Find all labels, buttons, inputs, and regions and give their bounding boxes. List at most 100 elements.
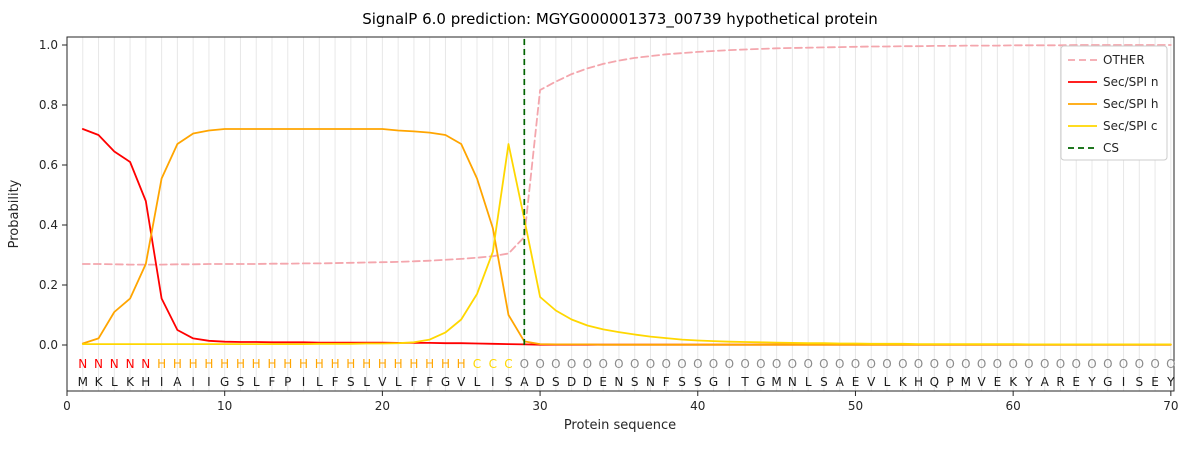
y-tick-label: 0.2 xyxy=(39,278,58,292)
region-letter: O xyxy=(551,357,560,371)
residue-letter: N xyxy=(614,375,623,389)
region-letter: O xyxy=(788,357,797,371)
residue-letter: S xyxy=(1135,375,1143,389)
region-letter: O xyxy=(1040,357,1049,371)
residue-letter: F xyxy=(269,375,276,389)
residue-letter: H xyxy=(141,375,150,389)
residue-letter: S xyxy=(237,375,245,389)
plot-frame xyxy=(66,36,1175,392)
region-letter: H xyxy=(441,357,450,371)
residue-letter: G xyxy=(756,375,765,389)
region-letter: O xyxy=(630,357,639,371)
y-axis-ticks: 0.0 0.2 0.4 0.6 0.8 1.0 xyxy=(39,38,67,352)
y-tick-label: 0.6 xyxy=(39,158,58,172)
residue-letter: M xyxy=(78,375,88,389)
series-line-other xyxy=(81,44,1172,266)
residue-letter: D xyxy=(583,375,592,389)
region-letter: O xyxy=(866,357,875,371)
region-letter: O xyxy=(1008,357,1017,371)
region-letter: O xyxy=(914,357,923,371)
x-tick-label: 0 xyxy=(63,399,71,413)
region-letter: O xyxy=(1135,357,1144,371)
legend: OTHER Sec/SPI n Sec/SPI h Sec/SPI c CS xyxy=(1060,45,1168,161)
region-letter: C xyxy=(473,357,481,371)
region-letter: O xyxy=(835,357,844,371)
residue-letter: Y xyxy=(1024,375,1033,389)
region-letter: H xyxy=(220,357,229,371)
region-letter: N xyxy=(78,357,87,371)
residue-letter: T xyxy=(740,375,749,389)
residue-letter: S xyxy=(505,375,513,389)
residue-letter: L xyxy=(316,375,323,389)
region-letter: O xyxy=(1071,357,1080,371)
region-letter: N xyxy=(141,357,150,371)
y-tick-label: 0.4 xyxy=(39,218,58,232)
region-letter: O xyxy=(725,357,734,371)
region-letter: N xyxy=(110,357,119,371)
residue-letter: V xyxy=(457,375,466,389)
residue-letter: E xyxy=(994,375,1002,389)
region-letter: O xyxy=(1166,357,1175,371)
residue-letter: I xyxy=(191,375,195,389)
region-letter: H xyxy=(346,357,355,371)
residue-letter: A xyxy=(520,375,529,389)
residue-letter: L xyxy=(111,375,118,389)
residue-letter: S xyxy=(820,375,828,389)
residue-letter: K xyxy=(1009,375,1018,389)
region-letter: O xyxy=(819,357,828,371)
residue-letter: H xyxy=(914,375,923,389)
region-letter: O xyxy=(1150,357,1159,371)
residue-letter: L xyxy=(474,375,481,389)
residue-letter: P xyxy=(284,375,291,389)
region-letter: O xyxy=(756,357,765,371)
residue-letter: G xyxy=(709,375,718,389)
region-letter: O xyxy=(945,357,954,371)
residue-letter: E xyxy=(599,375,607,389)
region-letter: O xyxy=(677,357,686,371)
x-tick-label: 30 xyxy=(532,399,547,413)
region-letter: H xyxy=(331,357,340,371)
region-letter: C xyxy=(489,357,497,371)
residue-letter: Y xyxy=(1087,375,1096,389)
residue-letter: L xyxy=(395,375,402,389)
region-letter: H xyxy=(299,357,308,371)
region-letter: O xyxy=(535,357,544,371)
residue-letter: F xyxy=(663,375,670,389)
residue-letter: E xyxy=(1151,375,1159,389)
residue-letter: S xyxy=(552,375,560,389)
residue-letter: I xyxy=(728,375,732,389)
region-letter: H xyxy=(189,357,198,371)
residue-letter: Y xyxy=(1166,375,1175,389)
residue-letter: G xyxy=(220,375,229,389)
residue-letter: I xyxy=(207,375,211,389)
y-axis-label: Probability xyxy=(7,179,22,248)
legend-label: Sec/SPI c xyxy=(1103,119,1157,133)
legend-label: Sec/SPI n xyxy=(1103,75,1158,89)
x-tick-label: 20 xyxy=(375,399,390,413)
residue-letter: A xyxy=(836,375,845,389)
x-tick-label: 40 xyxy=(690,399,705,413)
region-letter: H xyxy=(204,357,213,371)
residue-letter: D xyxy=(567,375,576,389)
series-line-sec-spi-n xyxy=(81,128,1172,346)
residue-letter: F xyxy=(332,375,339,389)
region-letter: H xyxy=(457,357,466,371)
region-letter: O xyxy=(661,357,670,371)
residue-letter: G xyxy=(1103,375,1112,389)
residue-letter: F xyxy=(426,375,433,389)
residue-letter: R xyxy=(1056,375,1064,389)
region-letter: O xyxy=(520,357,529,371)
region-letter: O xyxy=(693,357,702,371)
region-letter: O xyxy=(1103,357,1112,371)
region-letter: O xyxy=(598,357,607,371)
region-letter: O xyxy=(977,357,986,371)
region-letter: O xyxy=(1024,357,1033,371)
gridlines xyxy=(82,37,1172,391)
x-tick-label: 10 xyxy=(217,399,232,413)
region-letter: O xyxy=(1087,357,1096,371)
region-letter: O xyxy=(740,357,749,371)
residue-letter: V xyxy=(977,375,986,389)
